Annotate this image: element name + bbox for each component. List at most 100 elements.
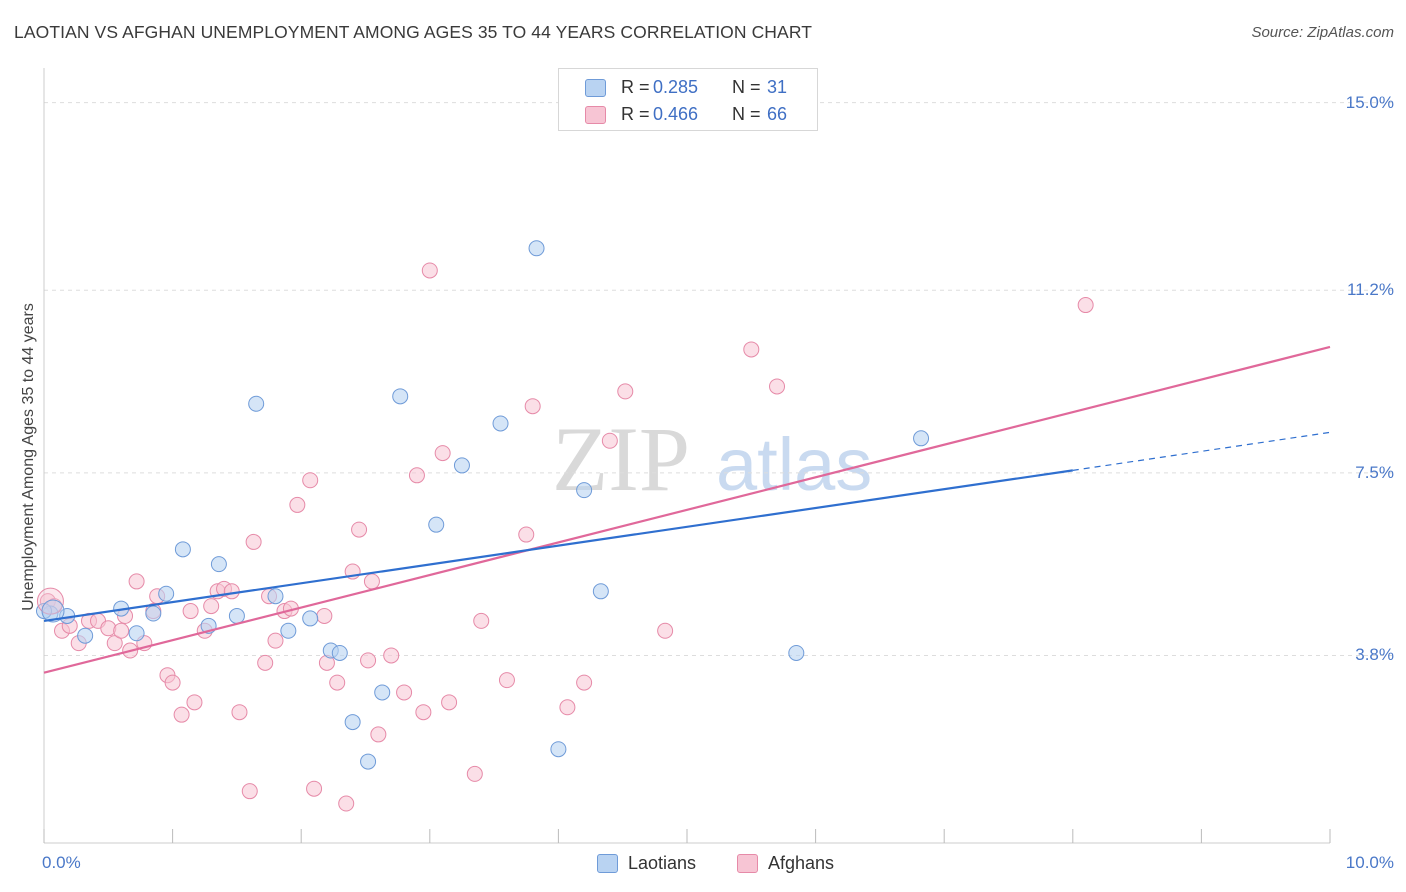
afghan-point bbox=[241, 783, 258, 800]
legend-r-value-afghans: 0.466 bbox=[653, 104, 699, 124]
laotian-point bbox=[576, 482, 593, 499]
laotian-point bbox=[492, 415, 509, 432]
x-tick-label: 0.0% bbox=[42, 853, 81, 872]
afghan-point bbox=[769, 378, 786, 395]
afghan-point bbox=[466, 765, 483, 782]
laotian-point bbox=[158, 585, 175, 602]
legend-n-label: N = bbox=[732, 77, 761, 97]
laotians-swatch bbox=[597, 854, 618, 873]
x-tick-label: 10.0% bbox=[1345, 853, 1394, 872]
laotian-point bbox=[788, 644, 805, 661]
y-tick-label: 11.2% bbox=[1347, 280, 1394, 300]
afghan-point bbox=[316, 607, 333, 624]
afghans-trend-line bbox=[43, 345, 1331, 674]
afghan-point bbox=[182, 603, 199, 620]
afghan-point bbox=[441, 694, 458, 711]
watermark-atlas: atlas bbox=[716, 423, 872, 506]
chart-source: Source: ZipAtlas.com bbox=[1251, 24, 1394, 41]
watermark-zip: ZIP bbox=[552, 408, 690, 510]
laotian-point bbox=[228, 607, 245, 624]
laotian-point bbox=[550, 741, 567, 758]
afghan-point bbox=[415, 704, 432, 721]
afghan-point bbox=[223, 583, 240, 600]
afghan-point bbox=[164, 674, 181, 691]
afghan-point bbox=[518, 526, 535, 543]
laotian-point bbox=[77, 627, 94, 644]
laotians-trend-line bbox=[43, 469, 1073, 622]
afghan-point bbox=[106, 635, 123, 652]
laotian-point bbox=[280, 622, 297, 639]
afghan-point bbox=[351, 521, 368, 538]
afghan-point bbox=[231, 704, 248, 721]
afghan-point bbox=[245, 533, 262, 550]
legend-r-label: R = bbox=[621, 77, 650, 97]
afghan-point bbox=[203, 598, 220, 615]
afghan-point bbox=[617, 383, 634, 400]
y-tick-label: 3.8% bbox=[1355, 645, 1394, 665]
afghan-point bbox=[128, 573, 145, 590]
afghan-point bbox=[113, 622, 130, 639]
y-tick-label: 7.5% bbox=[1355, 462, 1394, 482]
laotian-point bbox=[331, 644, 348, 661]
laotian-point bbox=[374, 684, 391, 701]
chart-title: LAOTIAN VS AFGHAN UNEMPLOYMENT AMONG AGE… bbox=[14, 22, 813, 42]
afghan-point bbox=[498, 672, 515, 689]
correlation-legend: R = 0.285 N = 31 R = 0.466 N = 66 bbox=[558, 68, 818, 131]
afghan-point bbox=[473, 612, 490, 629]
afghan-point bbox=[601, 432, 618, 449]
laotian-point bbox=[174, 541, 191, 558]
laotian-point bbox=[913, 430, 930, 447]
laotian-point-cluster bbox=[41, 599, 65, 623]
laotian-point bbox=[267, 588, 284, 605]
laotians-swatch bbox=[585, 79, 606, 97]
afghan-point bbox=[360, 652, 377, 669]
afghan-point bbox=[329, 674, 346, 691]
afghan-point bbox=[383, 647, 400, 664]
afghan-point bbox=[370, 726, 387, 743]
afghan-point bbox=[257, 654, 274, 671]
afghan-point bbox=[434, 445, 451, 462]
laotian-point bbox=[453, 457, 470, 474]
laotian-point bbox=[360, 753, 377, 770]
afghan-point bbox=[657, 622, 674, 639]
afghan-point bbox=[421, 262, 438, 279]
laotian-point bbox=[344, 714, 361, 731]
afghan-point bbox=[289, 496, 306, 513]
afghan-point bbox=[186, 694, 203, 711]
legend-r-label: R = bbox=[621, 104, 650, 124]
laotian-point bbox=[248, 395, 265, 412]
afghan-point bbox=[1077, 297, 1094, 314]
legend-n-value-laotians: 31 bbox=[767, 77, 788, 97]
y-tick-label: 15.0% bbox=[1345, 92, 1394, 112]
laotian-point bbox=[128, 625, 145, 642]
afghan-point bbox=[267, 632, 284, 649]
afghan-point bbox=[396, 684, 413, 701]
legend-n-label: N = bbox=[732, 104, 761, 124]
afghans-swatch bbox=[737, 854, 758, 873]
laotian-point bbox=[145, 605, 162, 622]
legend-label-laotians: Laotians bbox=[628, 853, 697, 873]
afghan-point bbox=[338, 795, 355, 812]
laotian-point bbox=[592, 583, 609, 600]
afghan-point bbox=[743, 341, 760, 358]
laotian-point bbox=[36, 603, 52, 620]
laotians-trend-extension bbox=[1072, 431, 1331, 471]
legend-n-value-afghans: 66 bbox=[767, 104, 788, 124]
laotian-point bbox=[428, 516, 445, 533]
laotian-point bbox=[528, 240, 545, 257]
afghan-point bbox=[306, 780, 323, 797]
afghan-point bbox=[576, 674, 593, 691]
laotian-point bbox=[210, 556, 227, 573]
afghans-swatch bbox=[585, 106, 606, 124]
legend-label-afghans: Afghans bbox=[768, 853, 835, 873]
afghan-point bbox=[524, 398, 541, 415]
afghan-point bbox=[559, 699, 576, 716]
afghan-point bbox=[363, 573, 380, 590]
afghan-point-cluster bbox=[36, 587, 64, 615]
afghan-point bbox=[100, 620, 117, 637]
laotian-point bbox=[392, 388, 409, 405]
afghan-point bbox=[173, 706, 190, 723]
legend-r-value-laotians: 0.285 bbox=[653, 77, 699, 97]
afghan-point bbox=[408, 467, 425, 484]
